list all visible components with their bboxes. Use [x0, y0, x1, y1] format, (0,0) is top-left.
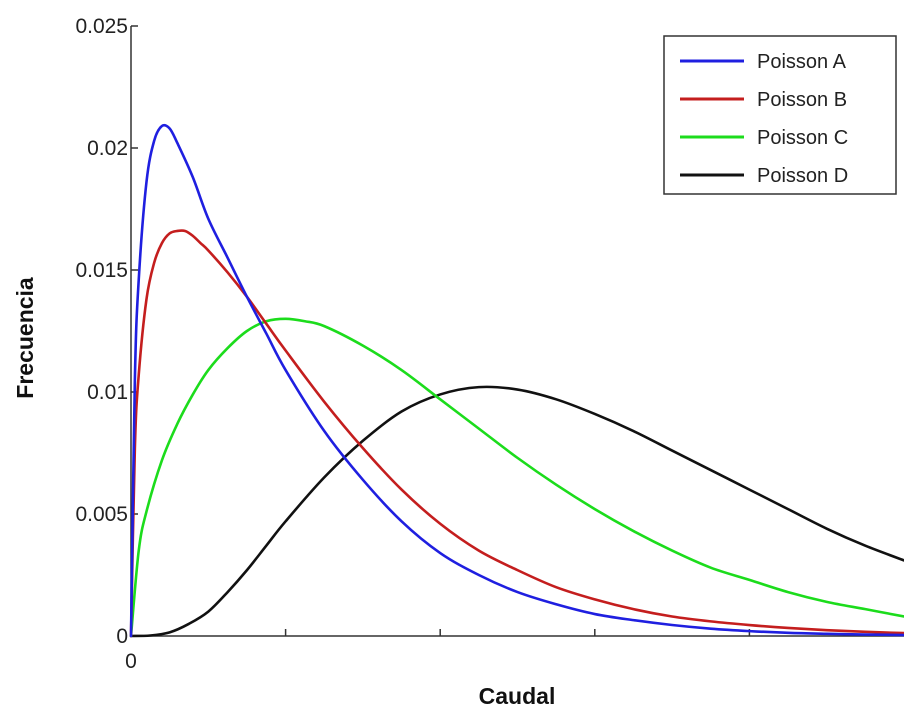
- legend: Poisson A Poisson B Poisson C Poisson D: [663, 35, 897, 195]
- legend-label: Poisson A: [757, 51, 847, 73]
- y-tick-label: 0.005: [75, 503, 128, 526]
- series-line-poisson-c: [129, 317, 904, 638]
- x-axis-title: Caudal: [479, 683, 556, 709]
- tick-labels: 0 0.005 0.01 0.015 0.02 0.025 0: [75, 15, 136, 673]
- legend-items: Poisson A Poisson B Poisson C Poisson D: [680, 51, 848, 187]
- series-line-poisson-a: [129, 123, 904, 638]
- series-lines: [129, 123, 904, 638]
- y-tick-label: 0.025: [75, 15, 128, 38]
- x-tick-label: 0: [125, 650, 137, 673]
- y-tick-label: 0: [116, 625, 128, 648]
- legend-label: Poisson B: [757, 89, 847, 111]
- legend-label: Poisson D: [757, 165, 848, 187]
- y-axis-title: Frecuencia: [12, 277, 38, 399]
- series-line-poisson-d: [129, 385, 904, 638]
- y-tick-label: 0.015: [75, 259, 128, 282]
- legend-label: Poisson C: [757, 127, 848, 149]
- y-tick-label: 0.02: [87, 137, 128, 160]
- axes: [130, 26, 904, 637]
- y-tick-label: 0.01: [87, 381, 128, 404]
- series-line-poisson-b: [129, 229, 904, 638]
